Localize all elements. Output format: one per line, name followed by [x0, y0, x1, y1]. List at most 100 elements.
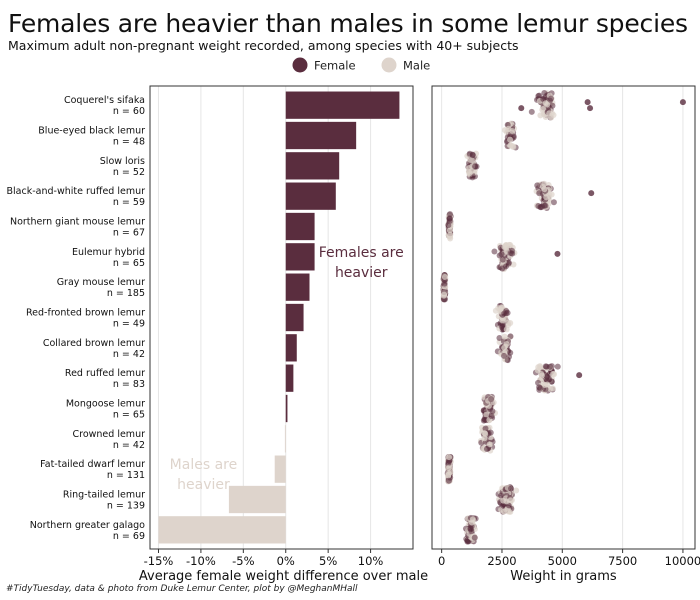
bar — [274, 455, 286, 483]
n-label: n = 59 — [113, 197, 145, 208]
n-label: n = 139 — [107, 501, 145, 512]
point-female — [468, 528, 475, 535]
point-female — [547, 363, 554, 370]
scatter-tick-label: 7500 — [608, 554, 637, 568]
point-female — [679, 99, 686, 106]
n-label: n = 185 — [107, 288, 145, 299]
legend-label-female: Female — [314, 59, 356, 73]
legend-swatch-female — [292, 57, 308, 73]
point-female — [499, 323, 506, 330]
point-male — [483, 411, 490, 418]
category-label: Red-fronted brown lemur — [26, 308, 145, 319]
bar-tick-label: 10% — [358, 554, 384, 568]
point-male — [501, 244, 508, 251]
point-female — [534, 182, 541, 189]
point-male — [541, 381, 548, 388]
bar — [285, 121, 357, 150]
point-female — [502, 263, 509, 270]
point-female — [587, 105, 594, 112]
point-male — [550, 370, 557, 377]
point-female — [487, 429, 494, 436]
legend-label-male: Male — [403, 59, 430, 73]
point-female — [504, 309, 511, 316]
point-male — [549, 385, 556, 392]
bar-tick-label: -15% — [144, 554, 174, 568]
n-label: n = 49 — [113, 319, 145, 330]
point-male — [540, 183, 547, 190]
bar-tick-label: 0% — [277, 554, 295, 568]
point-female — [445, 222, 452, 229]
point-male — [447, 469, 454, 476]
bar-x-axis-label: Average female weight difference over ma… — [139, 569, 428, 584]
point-female — [536, 384, 543, 391]
chart-caption: #TidyTuesday, data & photo from Duke Lem… — [6, 584, 358, 594]
scatter-x-axis-label: Weight in grams — [510, 569, 617, 584]
point-female — [489, 408, 496, 415]
point-female — [441, 280, 448, 287]
point-male — [441, 274, 448, 281]
point-female — [509, 250, 516, 257]
point-male — [446, 454, 453, 461]
bar — [285, 364, 294, 392]
point-male — [507, 320, 514, 327]
point-female — [536, 190, 543, 197]
point-female — [548, 95, 555, 102]
category-label: Fat-tailed dwarf lemur — [40, 459, 145, 470]
point-male — [507, 142, 514, 149]
scatter-tick-label: 10000 — [665, 554, 700, 568]
point-female — [550, 199, 557, 206]
point-female — [588, 190, 595, 197]
legend-swatch-male — [381, 57, 397, 73]
point-male — [468, 157, 475, 164]
point-female — [501, 352, 508, 359]
point-male — [501, 333, 508, 340]
point-male — [503, 498, 510, 505]
point-male — [486, 441, 493, 448]
point-male — [481, 430, 488, 437]
point-female — [584, 99, 591, 106]
point-male — [507, 136, 514, 143]
point-female — [482, 425, 489, 432]
category-label: Northern greater galago — [30, 520, 145, 531]
point-male — [503, 326, 510, 333]
point-female — [481, 416, 488, 423]
point-male — [537, 112, 544, 119]
point-female — [446, 211, 453, 218]
point-female — [542, 202, 549, 209]
bar — [285, 394, 288, 423]
point-female — [496, 334, 503, 341]
point-female — [488, 396, 495, 403]
bar — [285, 334, 297, 362]
bar-tick-label: -5% — [232, 554, 254, 568]
chart-title: Females are heavier than males in some l… — [8, 9, 688, 38]
point-female — [464, 538, 471, 545]
point-female — [471, 534, 478, 541]
category-label: Eulemur hybrid — [72, 247, 145, 258]
n-label: n = 131 — [107, 470, 145, 481]
point-male — [447, 231, 454, 238]
bar — [285, 152, 340, 180]
point-female — [499, 256, 506, 263]
category-label: Northern giant mouse lemur — [10, 217, 145, 228]
point-female — [504, 357, 511, 364]
point-male — [510, 261, 517, 268]
annotation-text: Females are — [319, 245, 404, 261]
point-female — [554, 363, 561, 370]
category-label: Gray mouse lemur — [57, 277, 145, 288]
n-label: n = 65 — [113, 410, 145, 421]
n-label: n = 52 — [113, 167, 145, 178]
point-female — [469, 152, 476, 159]
point-male — [536, 363, 543, 370]
scatter-tick-label: 0 — [438, 554, 445, 568]
n-label: n = 65 — [113, 258, 145, 269]
point-female — [554, 250, 561, 257]
point-male — [548, 191, 555, 198]
annotation-text: Males are — [170, 457, 238, 473]
bar — [285, 273, 310, 301]
point-male — [544, 101, 551, 108]
point-female — [445, 477, 452, 484]
category-label: Slow loris — [100, 156, 145, 167]
point-male — [481, 435, 488, 442]
point-male — [540, 106, 547, 113]
n-label: n = 83 — [113, 379, 145, 390]
